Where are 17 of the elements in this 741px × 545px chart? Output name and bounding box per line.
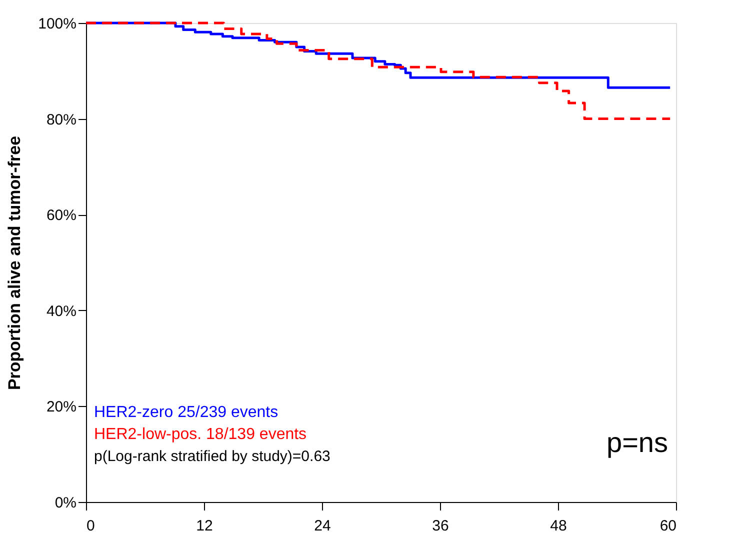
y-tick-label: 20% xyxy=(46,398,76,416)
y-tick-label: 80% xyxy=(46,111,76,128)
x-tick-label: 60 xyxy=(660,518,676,534)
y-tick-label: 100% xyxy=(38,16,76,32)
x-tick-label: 36 xyxy=(432,518,449,534)
x-tick-label: 0 xyxy=(86,518,95,534)
annotation: p=ns xyxy=(606,427,668,458)
y-tick-label: 60% xyxy=(46,207,76,224)
x-tick-label: 24 xyxy=(314,518,331,534)
text: HER2-zero 25/239 events xyxy=(94,404,278,421)
y-tick-label: 40% xyxy=(46,302,76,320)
x-tick-label: 48 xyxy=(550,518,567,534)
y-axis-title: Proportion alive and tumor-free xyxy=(5,136,24,390)
text: HER2-low-pos. 18/139 events xyxy=(94,426,307,443)
annotation: p(Log-rank stratified by study)=0.63 xyxy=(94,448,330,465)
x-tick-label: 12 xyxy=(196,518,213,534)
y-tick-label: 0% xyxy=(54,494,76,512)
